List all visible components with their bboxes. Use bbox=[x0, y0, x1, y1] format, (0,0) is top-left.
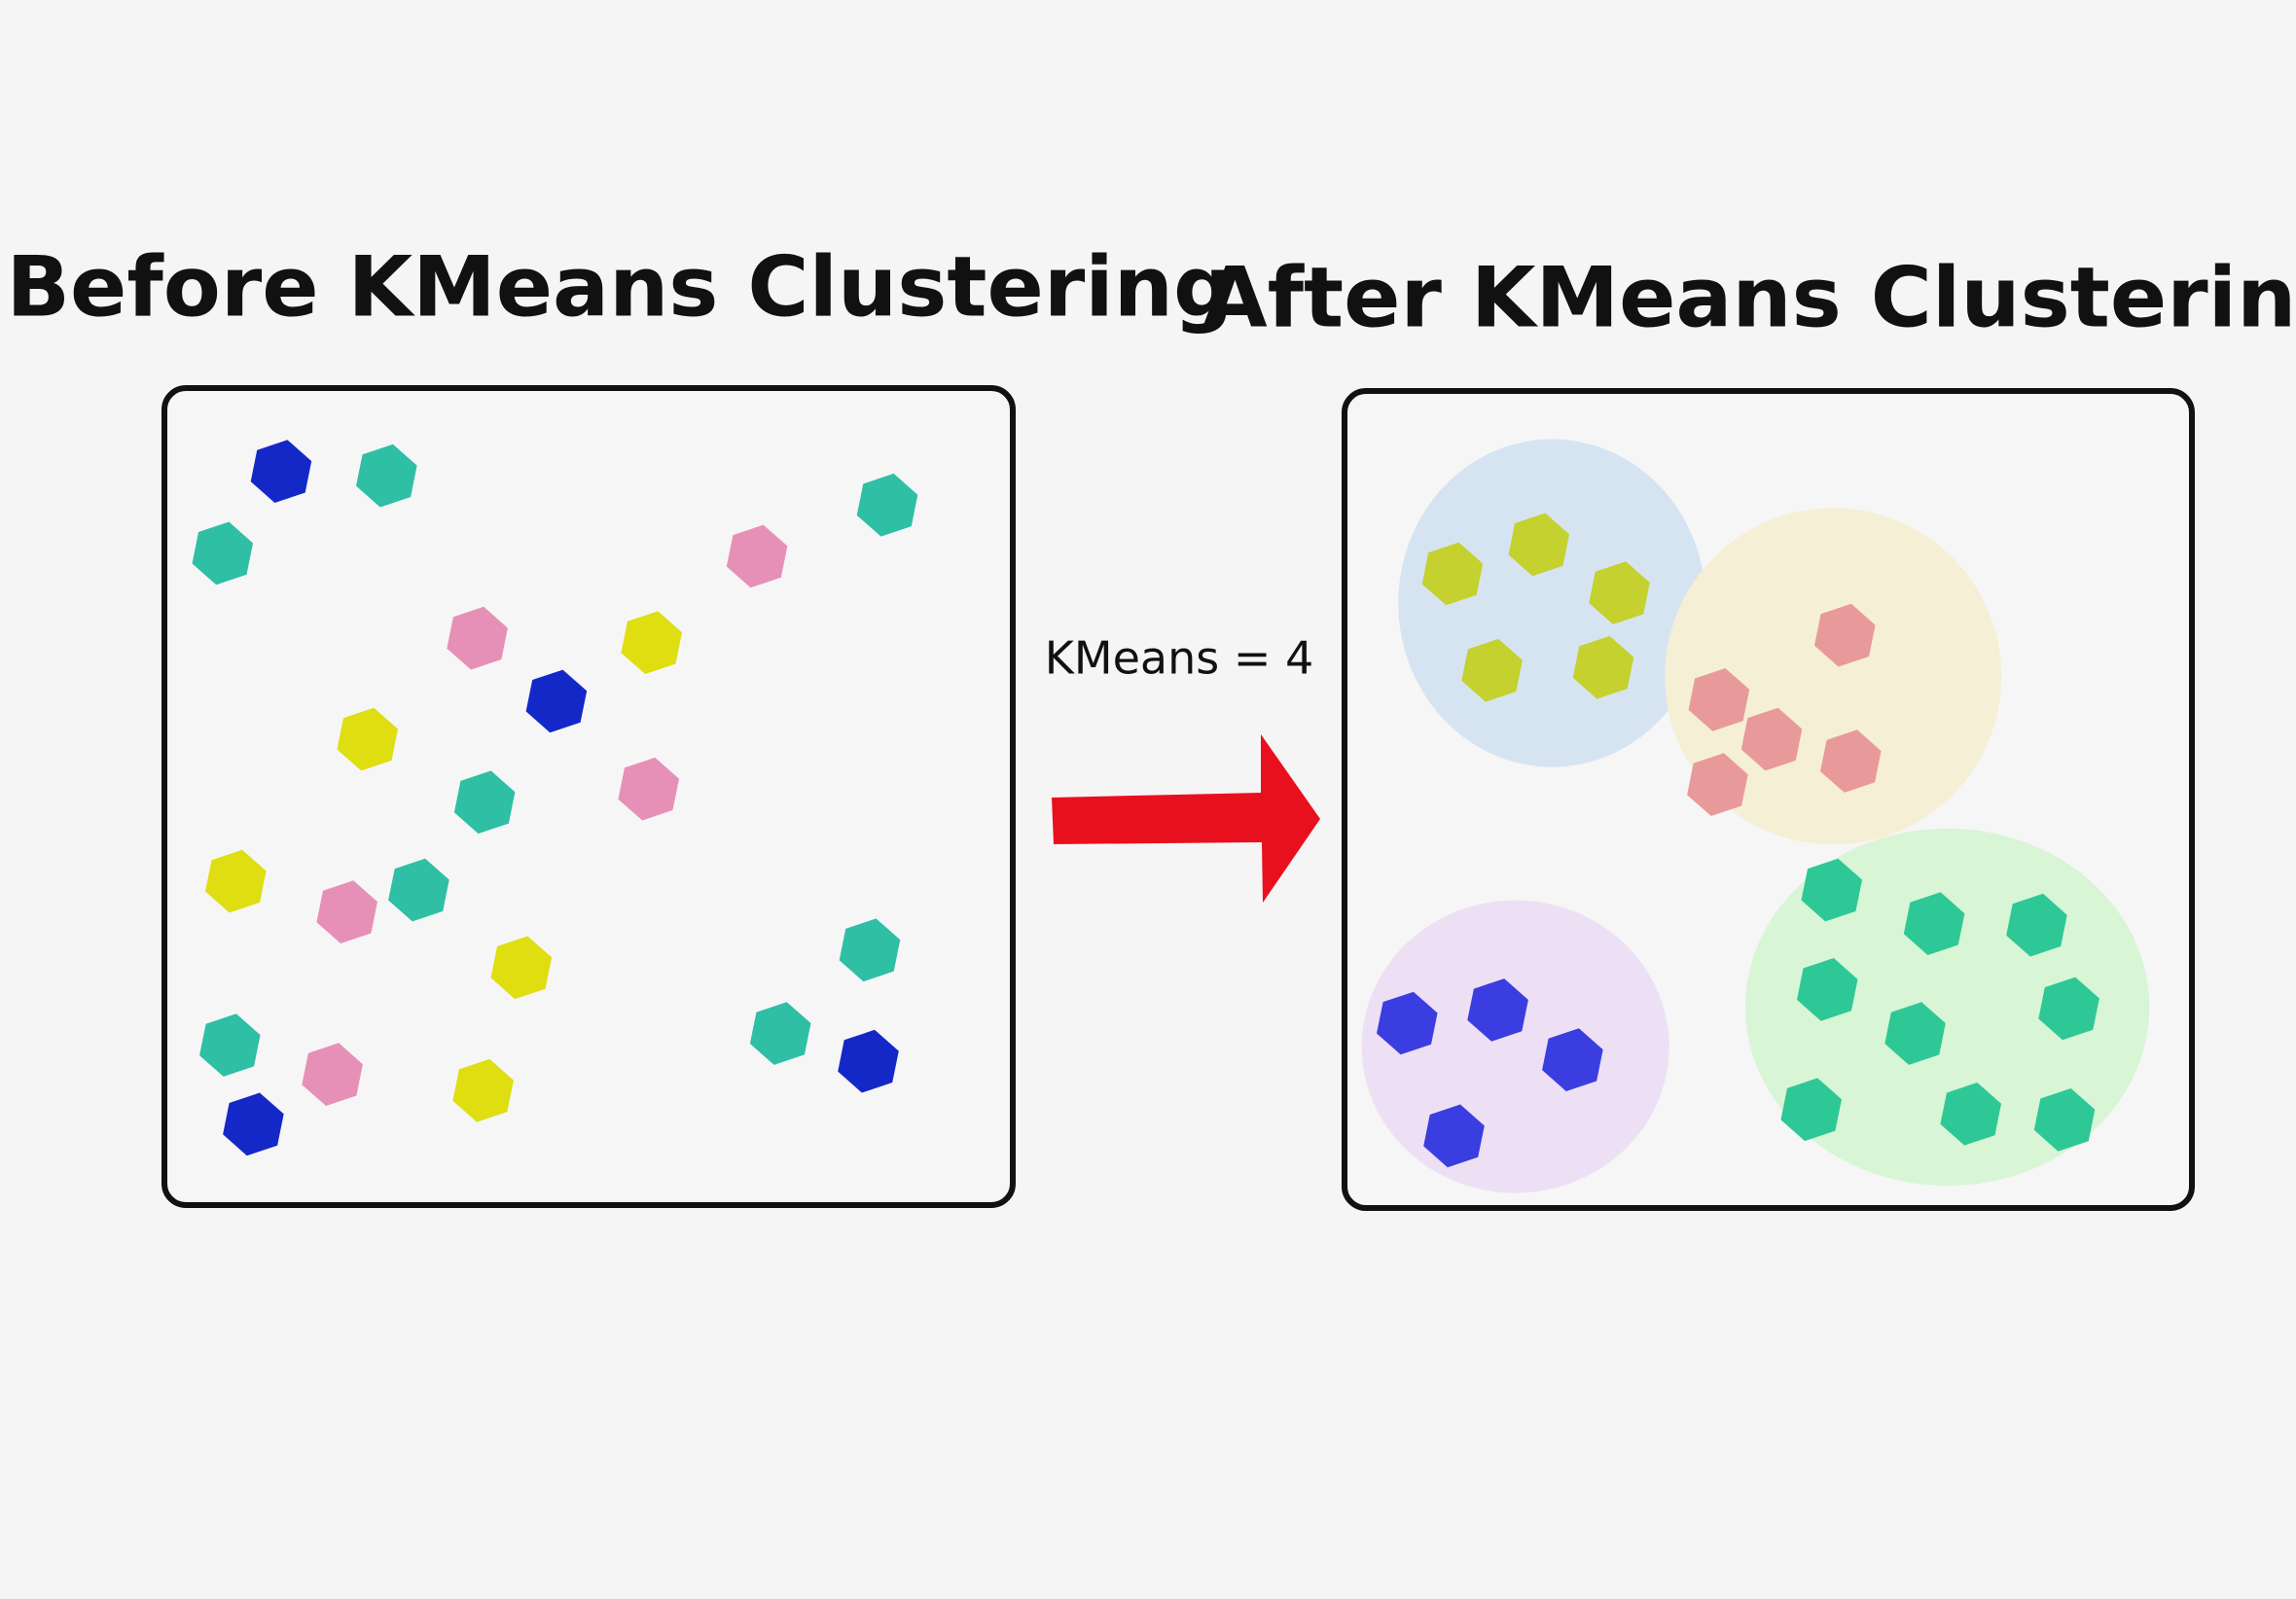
hexagon bbox=[839, 918, 901, 982]
hexagon bbox=[1780, 1078, 1842, 1142]
arrow-label: KMeans = 4 bbox=[1045, 632, 1314, 685]
hexagon bbox=[1797, 958, 1858, 1021]
hexagon bbox=[337, 707, 398, 771]
hexagon bbox=[1687, 753, 1748, 816]
hexagon bbox=[250, 440, 312, 503]
hexagon bbox=[1903, 892, 1965, 955]
hexagon bbox=[1801, 858, 1862, 922]
hexagon bbox=[192, 521, 253, 586]
arrow bbox=[1052, 734, 1320, 903]
hexagon bbox=[2038, 977, 2099, 1041]
hexagon bbox=[1421, 542, 1484, 606]
hexagon bbox=[1542, 1028, 1603, 1091]
hexagon bbox=[199, 1013, 261, 1077]
hexagon bbox=[838, 1029, 899, 1093]
hexagon bbox=[1377, 991, 1438, 1055]
hexagon bbox=[205, 849, 267, 913]
hexagon bbox=[1423, 1104, 1485, 1168]
hexagon bbox=[1940, 1083, 2001, 1146]
hexagon bbox=[452, 1058, 514, 1122]
hexagon bbox=[1461, 638, 1523, 702]
hexagon bbox=[726, 524, 788, 588]
before-panel bbox=[161, 385, 1016, 1208]
hexagon bbox=[316, 880, 377, 943]
hexagon bbox=[618, 757, 679, 821]
hexagon bbox=[1688, 668, 1750, 731]
hexagon bbox=[447, 606, 508, 670]
hexagon bbox=[525, 669, 588, 733]
hexagon bbox=[1884, 1002, 1946, 1065]
hexagon bbox=[1467, 978, 1528, 1042]
hexagon bbox=[302, 1043, 363, 1106]
hexagon bbox=[1589, 561, 1650, 624]
hexagon bbox=[223, 1092, 284, 1156]
hexagon bbox=[749, 1002, 811, 1065]
hexagon bbox=[2033, 1088, 2096, 1152]
after-title: After KMeans Clustering bbox=[1202, 249, 2296, 346]
hexagon bbox=[356, 444, 417, 508]
before-title: Before KMeans Clustering bbox=[6, 238, 1233, 336]
hexagon bbox=[1740, 707, 1803, 771]
hexagon bbox=[856, 473, 918, 537]
cluster-region bbox=[1665, 508, 2002, 845]
hexagon bbox=[1508, 513, 1569, 577]
hexagon bbox=[1820, 729, 1882, 793]
hexagon bbox=[2006, 893, 2067, 957]
hexagon bbox=[490, 936, 553, 1000]
hexagon bbox=[621, 611, 682, 674]
after-panel-group bbox=[1342, 388, 2195, 1211]
hexagon bbox=[1572, 635, 1634, 699]
hexagon bbox=[388, 858, 449, 922]
hexagon bbox=[1814, 603, 1876, 667]
hexagon bbox=[453, 770, 516, 835]
